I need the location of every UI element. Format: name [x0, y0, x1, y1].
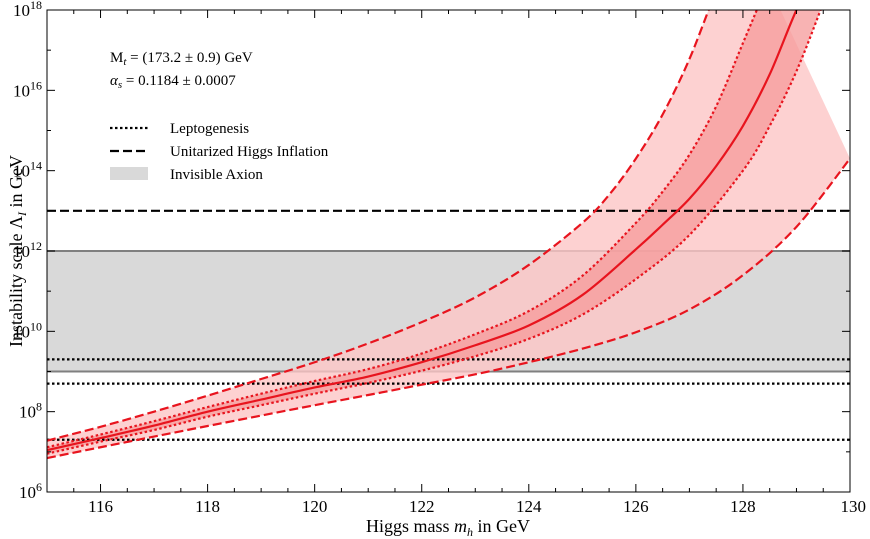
y-tick-label: 108	[19, 400, 42, 422]
y-tick-label: 1014	[13, 159, 42, 181]
curve-central	[47, 10, 798, 452]
x-tick-label: 124	[516, 497, 542, 516]
x-tick-label: 118	[195, 497, 220, 516]
x-tick-labels: 116 118 120 122 124 126 128 130	[88, 497, 866, 516]
legend-label-invisible-axion: Invisible Axion	[170, 167, 263, 183]
legend-label-leptogenesis: Leptogenesis	[170, 121, 249, 137]
x-tick-label: 128	[730, 497, 756, 516]
inner-uncertainty-band	[47, 10, 821, 454]
y-axis-label: Instability scale ΛI in GeV	[6, 155, 29, 347]
y-tick-label: 1016	[13, 78, 42, 100]
legend-label-unitarized-higgs-inflation: Unitarized Higgs Inflation	[170, 144, 329, 160]
x-axis-label: Higgs mass mh in GeV	[366, 516, 530, 539]
legend-swatch-invisible-axion	[110, 167, 148, 180]
x-tick-label: 120	[302, 497, 328, 516]
curve-inner-upper	[47, 10, 758, 449]
x-tick-label: 116	[88, 497, 113, 516]
y-tick-label: 1018	[13, 0, 42, 20]
alpha-s-annotation: αs = 0.1184 ± 0.0007	[110, 73, 236, 91]
y-tick-label: 1012	[13, 239, 42, 261]
axis-ticks	[46, 9, 851, 493]
curve-inner-lower	[47, 10, 822, 455]
x-tick-label: 130	[841, 497, 867, 516]
curve-outer-upper	[47, 10, 710, 442]
curve-outer-lower	[47, 157, 850, 460]
reference-lines	[47, 209, 850, 441]
y-tick-label: 1010	[13, 319, 42, 341]
legend: Leptogenesis Unitarized Higgs Inflation …	[110, 121, 329, 183]
x-tick-label: 126	[623, 497, 649, 516]
y-tick-label: 106	[19, 480, 42, 502]
top-mass-annotation: Mt = (173.2 ± 0.9) GeV	[110, 50, 253, 68]
y-tick-labels: 106 108 1010 1012 1014 1016 1018	[13, 0, 42, 502]
outer-uncertainty-band	[47, 10, 850, 459]
uncertainty-curves	[47, 10, 850, 460]
uncertainty-bands	[47, 10, 850, 459]
x-tick-label: 122	[409, 497, 435, 516]
